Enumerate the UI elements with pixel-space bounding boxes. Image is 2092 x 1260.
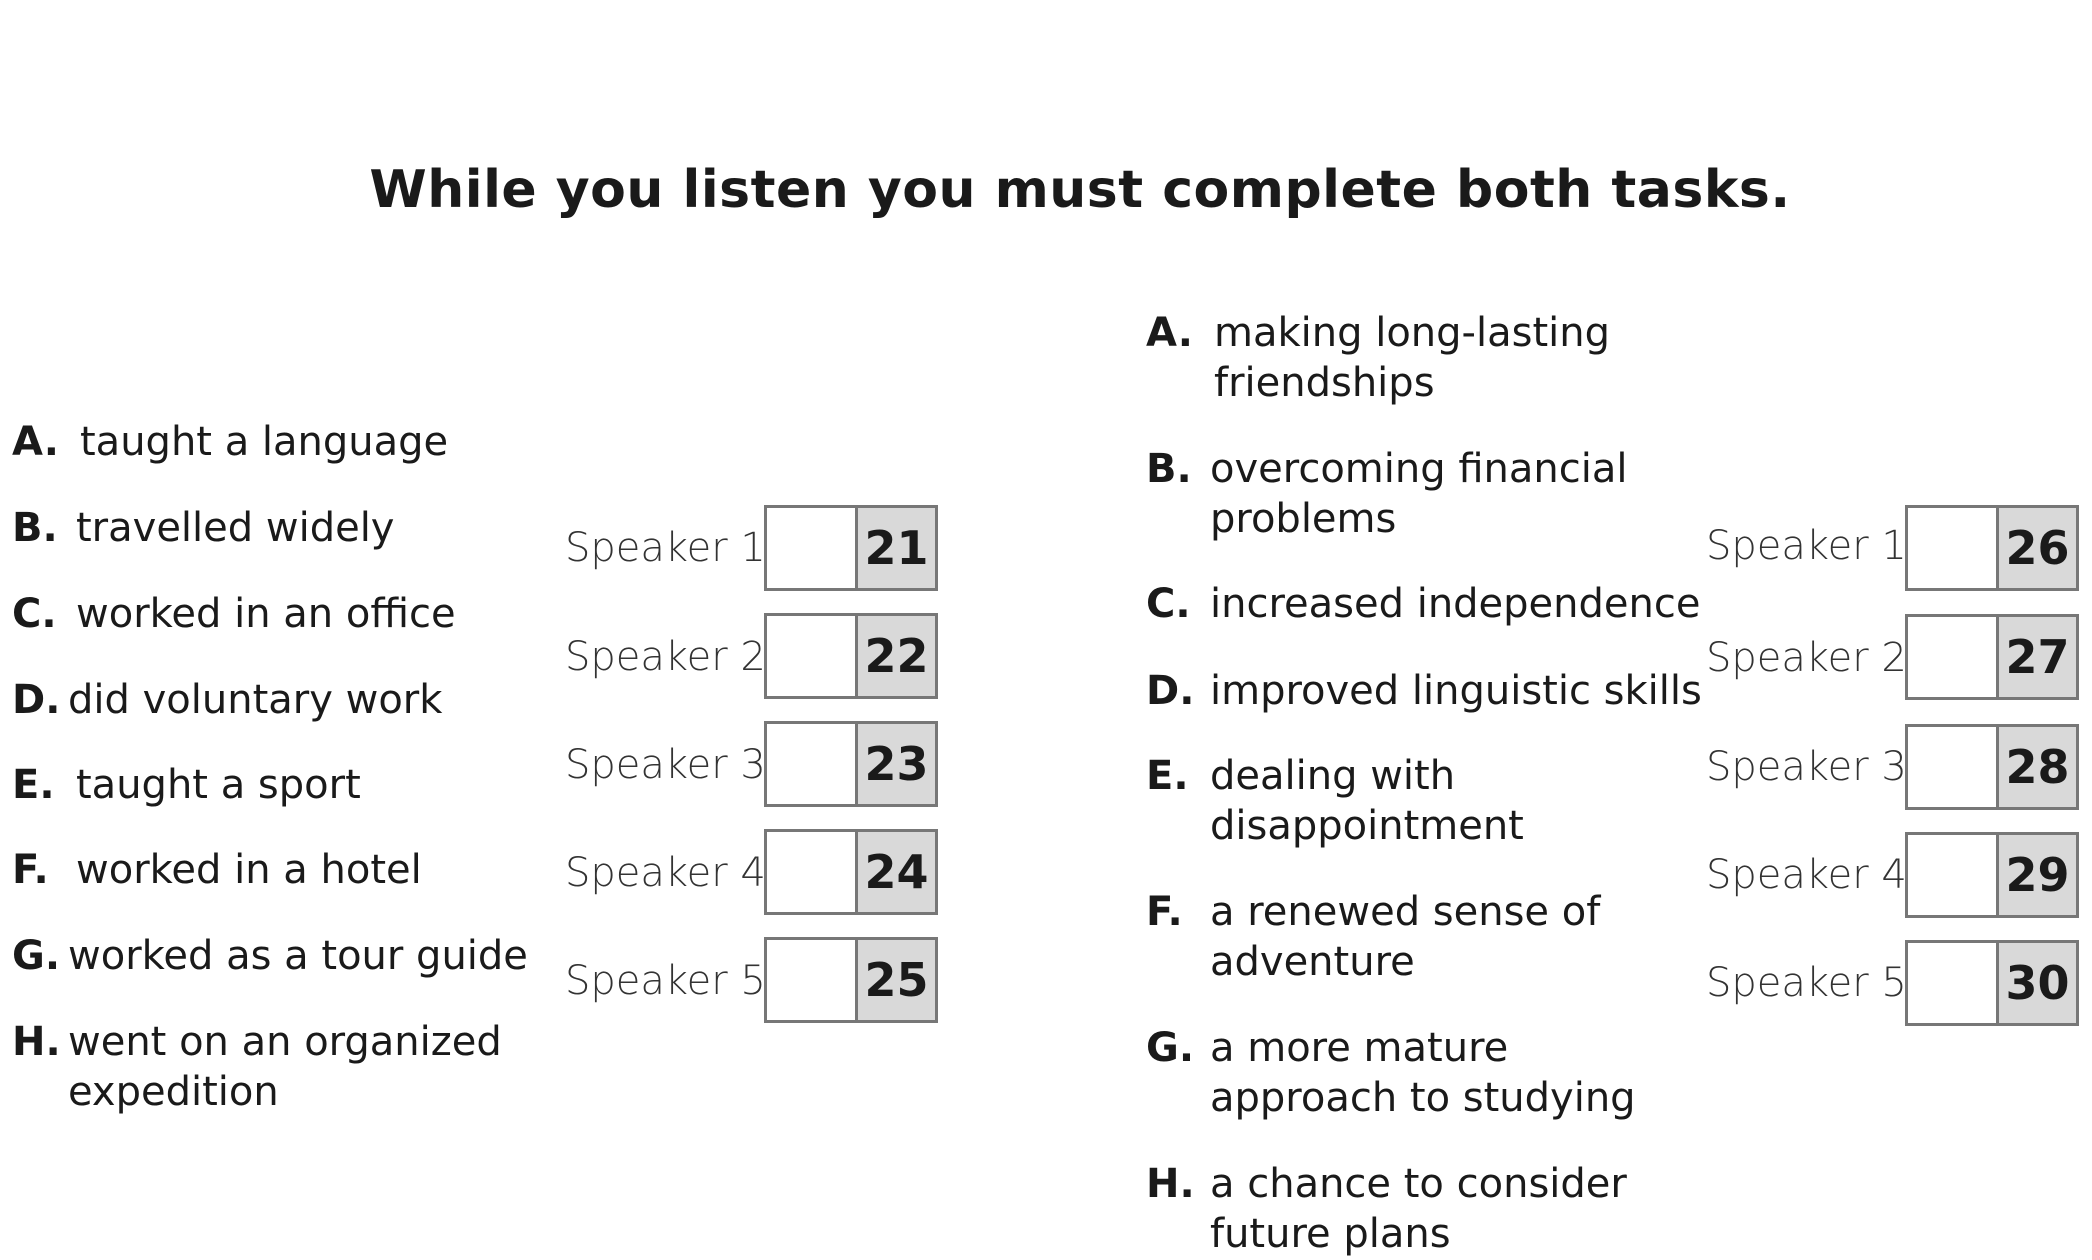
- option-text-continued: problems: [1210, 496, 1397, 542]
- answer-field[interactable]: [767, 724, 858, 804]
- task1-option-c: C. worked in an office: [12, 589, 456, 639]
- task2-option-a: A. making long-lasting friendships: [1146, 308, 1610, 408]
- option-letter: F.: [12, 847, 49, 893]
- question-number: 30: [1999, 943, 2076, 1023]
- option-letter: F.: [1146, 889, 1183, 935]
- question-number: 22: [858, 616, 935, 696]
- task1-speaker-3-label: Speaker 3: [565, 742, 766, 788]
- task1-answer-box-21[interactable]: 21: [764, 505, 938, 591]
- task1-option-e: E. taught a sport: [12, 760, 361, 810]
- task2-answer-box-29[interactable]: 29: [1905, 832, 2079, 918]
- option-text: a chance to consider: [1210, 1161, 1627, 1207]
- task2-option-g: G. a more mature approach to studying: [1146, 1023, 1636, 1123]
- task1-speaker-1-label: Speaker 1: [565, 525, 766, 571]
- option-letter: G.: [1146, 1025, 1195, 1071]
- option-text-continued: disappointment: [1210, 803, 1524, 849]
- task1-option-h: H. went on an organized expedition: [12, 1017, 502, 1117]
- option-text-continued: friendships: [1214, 360, 1435, 406]
- answer-field[interactable]: [1908, 835, 1999, 915]
- task1-option-d: D. did voluntary work: [12, 675, 442, 725]
- task1-answer-box-24[interactable]: 24: [764, 829, 938, 915]
- question-number: 26: [1999, 508, 2076, 588]
- question-number: 27: [1999, 617, 2076, 697]
- task1-option-f: F. worked in a hotel: [12, 845, 422, 895]
- option-text-continued: future plans: [1210, 1211, 1451, 1257]
- option-text: dealing with: [1210, 753, 1456, 799]
- task2-speaker-3-label: Speaker 3: [1706, 744, 1907, 790]
- option-letter: A.: [1146, 310, 1193, 356]
- answer-field[interactable]: [767, 832, 858, 912]
- answer-field[interactable]: [767, 940, 858, 1020]
- task2-option-f: F. a renewed sense of adventure: [1146, 887, 1600, 987]
- option-text: a renewed sense of: [1210, 889, 1601, 935]
- option-letter: B.: [12, 505, 58, 551]
- question-number: 23: [858, 724, 935, 804]
- task1-answer-box-22[interactable]: 22: [764, 613, 938, 699]
- option-letter: D.: [1146, 668, 1195, 714]
- option-letter: A.: [12, 419, 59, 465]
- option-letter: B.: [1146, 446, 1192, 492]
- option-text-continued: expedition: [68, 1069, 279, 1115]
- option-text: worked as a tour guide: [68, 933, 528, 979]
- task1-speaker-5-label: Speaker 5: [565, 958, 766, 1004]
- task2-answer-box-26[interactable]: 26: [1905, 505, 2079, 591]
- answer-field[interactable]: [1908, 617, 1999, 697]
- option-letter: E.: [1146, 753, 1189, 799]
- option-text: overcoming financial: [1210, 446, 1628, 492]
- option-text: increased independence: [1210, 581, 1701, 627]
- task2-answer-box-30[interactable]: 30: [1905, 940, 2079, 1026]
- task1-option-g: G. worked as a tour guide: [12, 931, 528, 981]
- task2-option-h: H. a chance to consider future plans: [1146, 1159, 1627, 1259]
- task2-option-b: B. overcoming financial problems: [1146, 444, 1627, 544]
- question-number: 24: [858, 832, 935, 912]
- task2-speaker-5-label: Speaker 5: [1706, 960, 1907, 1006]
- task2-answer-box-27[interactable]: 27: [1905, 614, 2079, 700]
- option-letter: C.: [12, 591, 57, 637]
- option-text: taught a language: [80, 419, 449, 465]
- option-text: did voluntary work: [68, 677, 443, 723]
- task2-option-e: E. dealing with disappointment: [1146, 751, 1524, 851]
- option-letter: G.: [12, 933, 61, 979]
- question-number: 29: [1999, 835, 2076, 915]
- task1-speaker-4-label: Speaker 4: [565, 850, 766, 896]
- question-number: 28: [1999, 727, 2076, 807]
- option-text: worked in a hotel: [76, 847, 422, 893]
- option-letter: C.: [1146, 581, 1191, 627]
- task1-option-b: B. travelled widely: [12, 503, 394, 553]
- option-text: taught a sport: [76, 762, 361, 808]
- answer-field[interactable]: [1908, 508, 1999, 588]
- question-number: 21: [858, 508, 935, 588]
- question-number: 25: [858, 940, 935, 1020]
- option-text: worked in an office: [76, 591, 456, 637]
- task2-option-c: C. increased independence: [1146, 579, 1700, 629]
- option-text: improved linguistic skills: [1210, 668, 1702, 714]
- task2-option-d: D. improved linguistic skills: [1146, 666, 1702, 716]
- task2-speaker-2-label: Speaker 2: [1706, 635, 1907, 681]
- task2-answer-box-28[interactable]: 28: [1905, 724, 2079, 810]
- answer-field[interactable]: [1908, 727, 1999, 807]
- answer-field[interactable]: [767, 616, 858, 696]
- task1-speaker-2-label: Speaker 2: [565, 634, 766, 680]
- option-text-continued: approach to studying: [1210, 1075, 1636, 1121]
- option-text: making long-lasting: [1214, 310, 1610, 356]
- option-text: travelled widely: [76, 505, 395, 551]
- instruction-heading: While you listen you must complete both …: [369, 160, 1791, 220]
- task2-speaker-4-label: Speaker 4: [1706, 852, 1907, 898]
- option-text: a more mature: [1210, 1025, 1509, 1071]
- option-letter: H.: [12, 1019, 61, 1065]
- task2-speaker-1-label: Speaker 1: [1706, 523, 1907, 569]
- answer-field[interactable]: [767, 508, 858, 588]
- option-text-continued: adventure: [1210, 939, 1415, 985]
- option-letter: D.: [12, 677, 61, 723]
- option-text: went on an organized: [68, 1019, 502, 1065]
- option-letter: E.: [12, 762, 55, 808]
- option-letter: H.: [1146, 1161, 1195, 1207]
- answer-field[interactable]: [1908, 943, 1999, 1023]
- task1-option-a: A. taught a language: [12, 417, 448, 467]
- task1-answer-box-25[interactable]: 25: [764, 937, 938, 1023]
- task1-answer-box-23[interactable]: 23: [764, 721, 938, 807]
